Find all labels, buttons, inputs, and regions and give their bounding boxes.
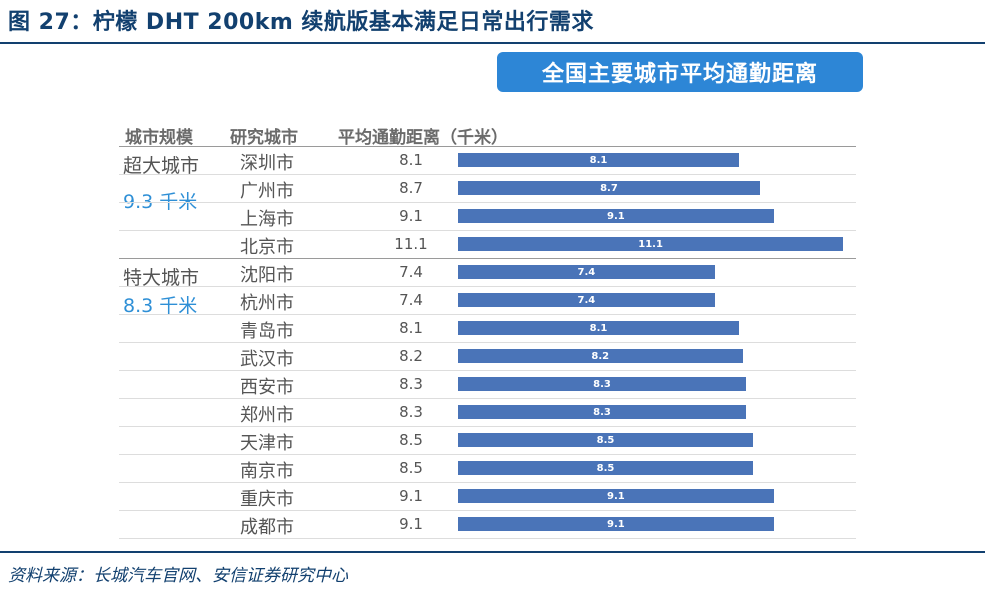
distance-bar: 8.1 (458, 153, 740, 167)
row-divider (119, 286, 856, 287)
top-rule (0, 42, 985, 44)
group-divider (119, 146, 856, 147)
distance-bar: 8.3 (458, 377, 746, 391)
header-city: 研究城市 (230, 128, 298, 148)
row-divider (119, 202, 856, 203)
row-divider (119, 174, 856, 175)
city-label: 武汉市 (240, 349, 294, 370)
distance-value: 8.3 (399, 375, 423, 393)
city-label: 沈阳市 (240, 265, 294, 286)
city-label: 杭州市 (240, 293, 294, 314)
bar-data-label: 8.7 (600, 182, 618, 194)
distance-value: 8.7 (399, 179, 423, 197)
city-label: 成都市 (240, 517, 294, 538)
chart-title: 全国主要城市平均通勤距离 (497, 52, 863, 92)
header-city-scale: 城市规模 (125, 128, 193, 148)
row-divider (119, 538, 856, 539)
city-label: 广州市 (240, 181, 294, 202)
bar-data-label: 8.5 (596, 434, 615, 446)
distance-bar: 9.1 (458, 209, 774, 223)
distance-bar: 8.5 (458, 433, 753, 447)
distance-value: 7.4 (399, 263, 423, 281)
distance-value: 9.1 (399, 487, 423, 505)
bar-data-label: 8.2 (591, 350, 610, 362)
distance-value: 7.4 (399, 291, 423, 309)
city-label: 南京市 (240, 461, 294, 482)
row-divider (119, 370, 856, 371)
city-label: 深圳市 (240, 153, 294, 174)
distance-bar: 9.1 (458, 517, 774, 531)
city-label: 青岛市 (240, 321, 294, 342)
bar-data-label: 7.4 (577, 266, 596, 278)
bar-data-label: 9.1 (607, 490, 625, 502)
group-name-large-city: 特大城市 (123, 267, 200, 289)
distance-bar: 8.3 (458, 405, 746, 419)
city-label: 上海市 (240, 209, 294, 230)
city-label: 重庆市 (240, 489, 294, 510)
row-divider (119, 482, 856, 483)
bar-data-label: 9.1 (607, 210, 625, 222)
bar-data-label: 8.5 (596, 462, 615, 474)
header-distance: 平均通勤距离（千米） (338, 128, 508, 148)
group-name-megacity: 超大城市 (123, 155, 200, 177)
city-label: 北京市 (240, 237, 294, 258)
row-divider (119, 342, 856, 343)
bar-data-label: 8.1 (589, 322, 608, 334)
group-divider (119, 258, 856, 259)
row-divider (119, 398, 856, 399)
group-average-large-city: 8.3 千米 (123, 295, 198, 317)
distance-value: 8.2 (399, 347, 423, 365)
group-average-megacity: 9.3 千米 (123, 191, 198, 213)
distance-value: 8.1 (399, 151, 423, 169)
distance-value: 8.5 (399, 431, 423, 449)
distance-bar: 8.1 (458, 321, 740, 335)
source-note: 资料来源：长城汽车官网、安信证券研究中心 (8, 566, 348, 586)
city-label: 天津市 (240, 433, 294, 454)
distance-bar: 7.4 (458, 293, 715, 307)
row-divider (119, 314, 856, 315)
bar-data-label: 8.1 (589, 154, 608, 166)
distance-value: 8.1 (399, 319, 423, 337)
distance-bar: 11.1 (458, 237, 844, 251)
bar-data-label: 11.1 (638, 238, 663, 250)
bottom-rule (0, 551, 985, 553)
bar-data-label: 8.3 (593, 378, 611, 390)
distance-value: 8.5 (399, 459, 423, 477)
row-divider (119, 454, 856, 455)
bar-data-label: 8.3 (593, 406, 611, 418)
distance-bar: 8.5 (458, 461, 753, 475)
distance-value: 9.1 (399, 207, 423, 225)
distance-bar: 7.4 (458, 265, 715, 279)
distance-bar: 8.7 (458, 181, 760, 195)
distance-value: 8.3 (399, 403, 423, 421)
row-divider (119, 426, 856, 427)
city-label: 西安市 (240, 377, 294, 398)
bar-data-label: 7.4 (577, 294, 596, 306)
figure-title: 图 27：柠檬 DHT 200km 续航版基本满足日常出行需求 (8, 10, 594, 35)
city-label: 郑州市 (240, 405, 294, 426)
distance-value: 9.1 (399, 515, 423, 533)
distance-value: 11.1 (394, 235, 428, 253)
bar-data-label: 9.1 (607, 518, 625, 530)
row-divider (119, 510, 856, 511)
distance-bar: 8.2 (458, 349, 743, 363)
row-divider (119, 230, 856, 231)
distance-bar: 9.1 (458, 489, 774, 503)
